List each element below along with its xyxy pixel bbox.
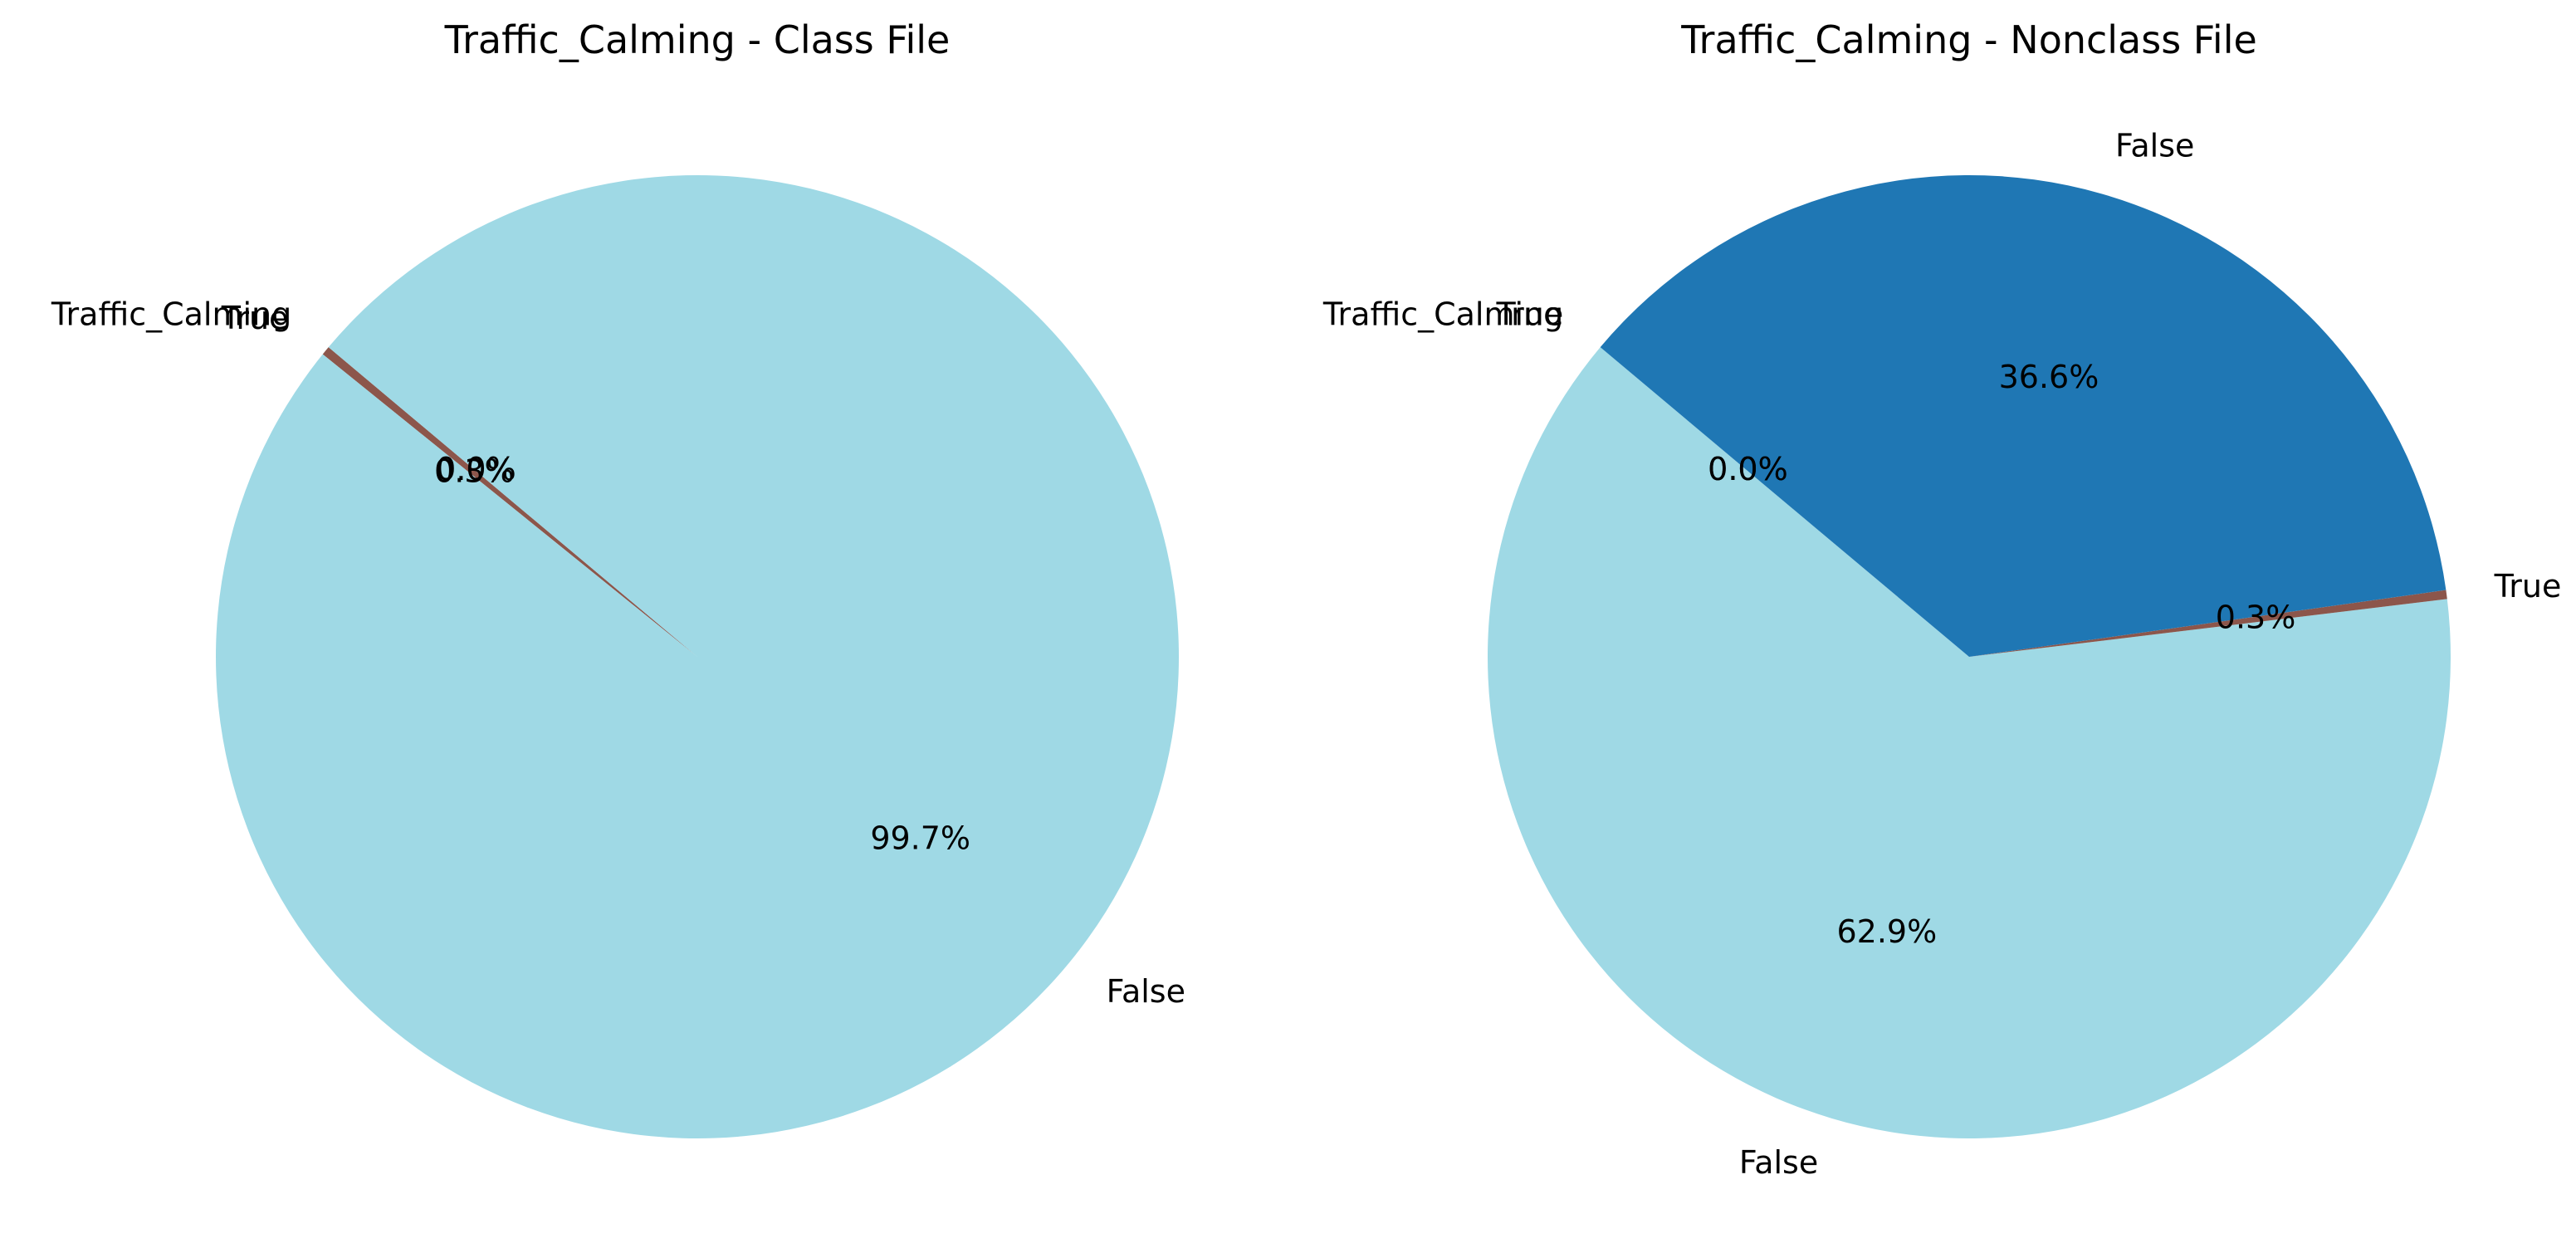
pie-slice (322, 347, 697, 657)
slice-category-label: False (1107, 973, 1185, 1010)
slice-percent-label: 0.3% (434, 453, 515, 489)
pie-slice (1969, 590, 2447, 657)
slice-category-label: False (1739, 1144, 1818, 1181)
slice-percent-label: 99.7% (870, 820, 970, 857)
slice-percent-label: 62.9% (1836, 913, 1937, 950)
slice-category-label: True (2494, 568, 2562, 604)
slice-category-label: True (1496, 296, 1564, 332)
nonclass-file-pie-chart: Traffic_Calming - Nonclass File Traffic_… (1322, 17, 2561, 1181)
chart-title: Traffic_Calming - Nonclass File (1680, 17, 2257, 62)
slice-percent-label: 36.6% (1999, 359, 2099, 395)
slice-percent-label: 0.0% (1708, 451, 1788, 487)
chart-title: Traffic_Calming - Class File (444, 17, 951, 62)
slice-category-label: Traffic_Calming (1322, 296, 1563, 332)
pie-slice (216, 174, 1180, 1138)
slice-percent-label: 0.3% (2216, 599, 2296, 635)
pie-slice (1488, 347, 2451, 1139)
slice-category-label: True (221, 300, 289, 336)
slice-category-label: Traffic_Calming (51, 296, 291, 332)
class-file-pie-chart: Traffic_Calming - Class File Traffic_Cal… (51, 17, 1185, 1138)
slice-category-label: False (2115, 127, 2194, 164)
slice-percent-label: 0.0% (1708, 451, 1788, 487)
slice-percent-label: 0.0% (436, 451, 516, 487)
pie-slice (1600, 174, 2446, 657)
